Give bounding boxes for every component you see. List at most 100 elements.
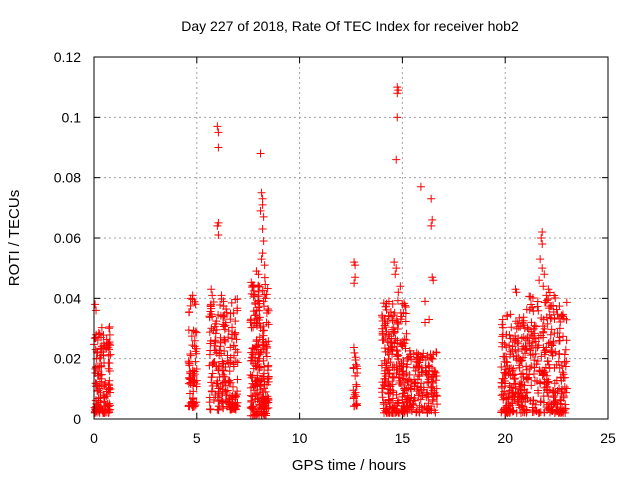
data-point — [397, 367, 406, 376]
data-point — [251, 298, 260, 307]
data-point — [215, 351, 224, 360]
data-point — [518, 356, 527, 365]
data-point — [226, 405, 235, 414]
data-point — [414, 358, 423, 367]
data-point — [536, 397, 545, 406]
data-point — [416, 383, 425, 392]
y-tick-label: 0.08 — [54, 170, 81, 186]
y-tick-label: 0.12 — [54, 49, 81, 65]
data-point — [254, 270, 263, 279]
data-point — [432, 372, 441, 381]
data-point — [401, 317, 410, 326]
data-point — [393, 318, 402, 327]
data-point — [556, 318, 565, 327]
data-point — [382, 299, 391, 308]
data-point — [259, 237, 268, 246]
data-point — [508, 366, 517, 375]
data-point — [427, 194, 436, 203]
data-point — [522, 374, 531, 383]
data-point — [427, 221, 436, 230]
data-point — [553, 405, 562, 414]
data-point — [349, 343, 358, 352]
data-point — [537, 234, 546, 242]
chart-title: Day 227 of 2018, Rate Of TEC Index for r… — [181, 18, 519, 34]
data-point — [548, 351, 557, 360]
data-point — [251, 311, 260, 320]
data-point — [403, 408, 412, 417]
data-point — [542, 345, 551, 354]
data-point — [260, 261, 269, 270]
data-point — [379, 404, 388, 413]
data-point — [256, 206, 265, 215]
data-point — [540, 346, 549, 355]
data-point — [105, 340, 114, 349]
data-point — [515, 313, 524, 322]
data-point — [191, 327, 200, 336]
data-point — [350, 402, 359, 411]
data-point — [543, 357, 552, 366]
data-point — [384, 396, 393, 405]
data-point — [255, 365, 264, 374]
data-point — [105, 322, 114, 331]
data-point — [555, 302, 564, 311]
data-point — [394, 320, 403, 329]
data-point — [549, 388, 558, 397]
data-point — [212, 325, 221, 334]
data-point — [214, 310, 223, 319]
data-point — [412, 348, 421, 357]
data-point — [105, 381, 114, 390]
data-point — [429, 276, 438, 285]
data-point — [352, 382, 361, 391]
data-point — [389, 374, 398, 383]
data-point — [217, 349, 226, 358]
data-point — [540, 377, 549, 386]
data-point — [186, 349, 195, 358]
data-point — [106, 350, 115, 359]
data-point — [399, 389, 408, 398]
data-point — [257, 188, 266, 197]
data-point — [529, 307, 538, 316]
data-point — [501, 369, 510, 378]
data-point — [546, 330, 555, 339]
data-point — [538, 240, 547, 249]
data-point — [95, 330, 104, 339]
data-point — [529, 396, 538, 405]
data-point — [222, 304, 231, 313]
data-point — [558, 368, 567, 377]
data-point — [225, 367, 234, 376]
data-point — [351, 388, 360, 397]
data-point — [217, 291, 226, 300]
data-point — [247, 404, 256, 413]
data-point — [526, 351, 535, 360]
data-point — [540, 270, 549, 279]
data-point — [192, 382, 201, 391]
data-point — [562, 357, 571, 366]
data-point — [528, 338, 537, 347]
data-point — [92, 382, 101, 391]
data-point — [560, 350, 569, 359]
data-point — [423, 390, 432, 399]
data-point — [555, 333, 564, 342]
data-point — [254, 349, 263, 358]
data-point — [262, 308, 271, 317]
data-point — [562, 298, 571, 307]
data-point — [208, 369, 217, 378]
data-point — [214, 397, 223, 406]
data-point — [501, 379, 510, 388]
data-point — [503, 311, 512, 320]
data-point — [248, 372, 257, 381]
data-point — [547, 340, 556, 349]
data-point — [539, 315, 548, 324]
data-point — [229, 351, 238, 360]
data-point — [556, 395, 565, 404]
data-point — [251, 381, 260, 390]
data-point — [527, 362, 536, 371]
data-point — [227, 298, 236, 307]
data-point — [522, 305, 531, 314]
data-point — [229, 382, 238, 391]
data-point — [533, 377, 542, 386]
data-point — [225, 378, 234, 387]
data-point — [559, 332, 568, 341]
x-tick-label: 5 — [193, 430, 201, 446]
data-point — [211, 337, 220, 346]
